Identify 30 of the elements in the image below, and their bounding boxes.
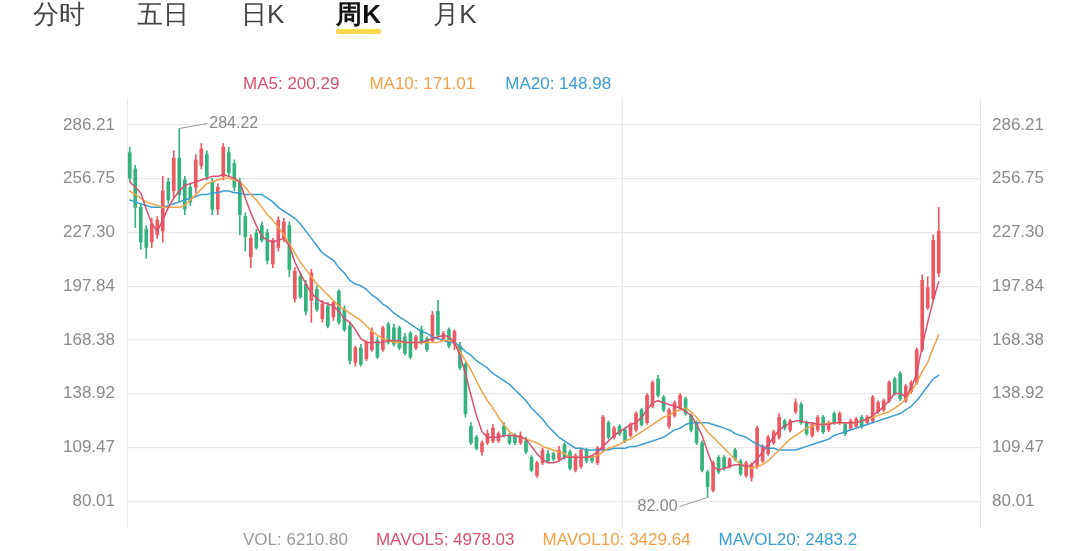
text: 分时 — [33, 0, 85, 29]
y2-tick-label: 227.30 — [992, 222, 1044, 242]
text: MA20: 148.98 — [505, 74, 612, 94]
y-tick-label: 286.21 — [63, 114, 115, 134]
y-tick-label: 109.47 — [63, 437, 115, 457]
y-tick-label: 197.84 — [63, 275, 115, 295]
annotation: 82.00 — [637, 496, 678, 514]
y2-tick-label: 197.84 — [992, 275, 1044, 295]
y2-tick-label: 256.75 — [992, 168, 1044, 188]
text: MAVOL20: 2483.2 — [718, 530, 858, 550]
y2-tick-label: 168.38 — [992, 329, 1044, 349]
text: VOL: 6210.80 — [243, 530, 348, 550]
y-tick-label: 80.01 — [72, 490, 115, 510]
text: MA10: 171.01 — [369, 74, 476, 94]
y-tick-label: 256.75 — [63, 168, 115, 188]
y-tick-label: 227.30 — [63, 222, 115, 242]
text: 周K — [336, 0, 382, 29]
text: MAVOL5: 4978.03 — [375, 530, 515, 550]
y-tick-label: 138.92 — [63, 383, 115, 403]
annotation: 284.22 — [209, 113, 259, 131]
y2-tick-label: 80.01 — [992, 490, 1035, 510]
text: MAVOL10: 3429.64 — [542, 530, 691, 550]
y2-tick-label: 138.92 — [992, 383, 1044, 403]
y2-tick-label: 286.21 — [992, 114, 1044, 134]
y2-tick-label: 109.47 — [992, 437, 1044, 457]
text: 月K — [433, 0, 477, 29]
text: 日K — [241, 0, 285, 29]
y-tick-label: 168.38 — [63, 329, 115, 349]
text: 五日 — [137, 0, 189, 29]
text: MA5: 200.29 — [243, 74, 340, 94]
